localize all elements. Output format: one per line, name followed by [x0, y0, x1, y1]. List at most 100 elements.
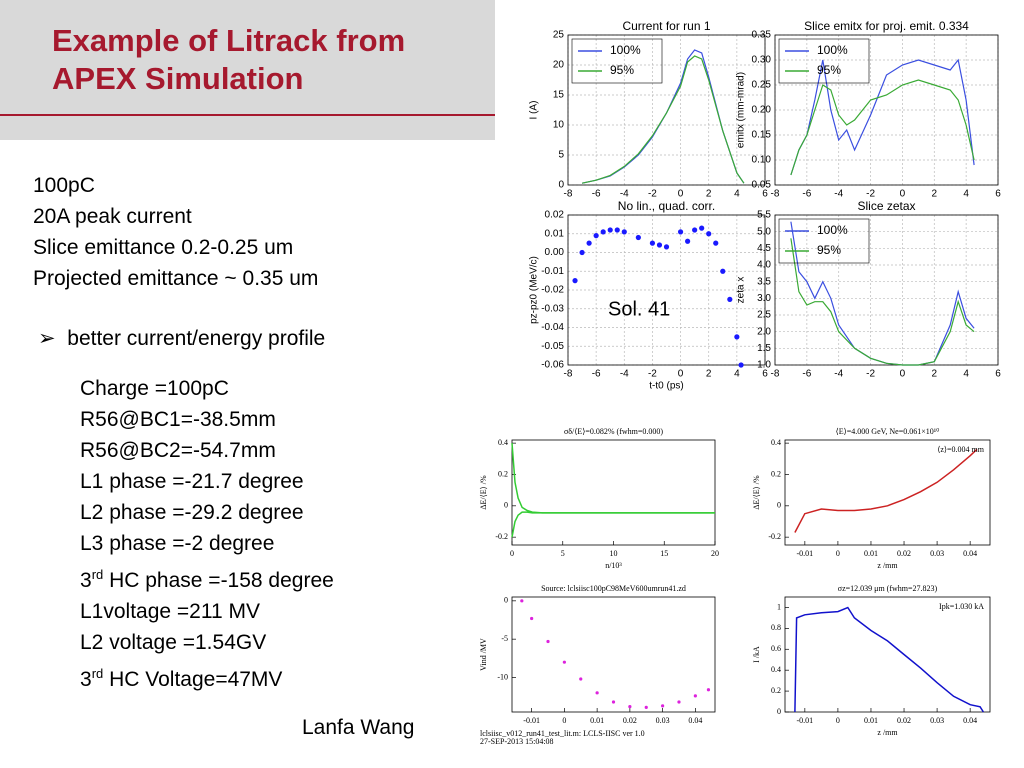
x-label: t-t0 (ps)	[649, 381, 683, 392]
y-tick-label: 15	[553, 90, 565, 101]
y-tick-label: 5	[558, 150, 564, 161]
y-tick-label: -0.01	[541, 266, 564, 277]
y-tick-label: 10	[553, 120, 565, 131]
y-label: pz-pz0 (MeV/c)	[529, 256, 540, 324]
point	[738, 362, 744, 368]
plot-frame	[774, 214, 999, 366]
point	[693, 694, 697, 698]
y-tick-label: 0.4	[498, 438, 508, 447]
y-label: zeta x	[736, 277, 747, 304]
bullet-text: better current/energy profile	[67, 327, 326, 350]
x-label: n/10³	[605, 561, 622, 570]
plot-footer: lclsiisc_v012_run41_test_lit.m: LCLS-IIS…	[480, 729, 645, 738]
y-tick-label: 4.0	[757, 260, 771, 271]
x-tick-label: 0.01	[864, 716, 878, 725]
y-tick-label: 0.4	[771, 438, 781, 447]
y-tick-label: 25	[553, 30, 565, 41]
y-tick-label: 0.2	[771, 469, 781, 478]
y-tick-label: 0.00	[545, 247, 565, 258]
point	[649, 240, 656, 246]
y-tick-label: 0.8	[771, 623, 781, 632]
x-tick-label: -4	[834, 189, 843, 200]
legend-box	[571, 38, 663, 84]
point	[685, 238, 691, 244]
x-tick-label: -8	[771, 369, 780, 380]
x-tick-label: 0.02	[623, 716, 637, 725]
x-tick-label: 0.04	[963, 716, 977, 725]
x-tick-label: 6	[762, 369, 768, 380]
point	[635, 234, 641, 241]
y-tick-label: 0.30	[752, 55, 772, 66]
y-tick-label: -0.04	[541, 322, 564, 333]
x-tick-label: 4	[963, 189, 969, 200]
point	[720, 268, 726, 274]
series-line	[790, 58, 975, 176]
y-tick-label: 0.01	[545, 228, 565, 239]
x-tick-label: 0	[678, 369, 684, 380]
y-tick-label: 1	[777, 602, 781, 611]
x-tick-label: -2	[866, 369, 875, 380]
x-tick-label: 2	[706, 369, 712, 380]
y-tick-label: 0	[777, 501, 781, 510]
point	[593, 233, 599, 239]
plot-title: σδ/⟨E⟩=0.082% (fwhm=0.000)	[564, 427, 663, 436]
y-tick-label: -0.06	[541, 360, 564, 371]
point	[644, 705, 648, 710]
y-tick-label: 0.35	[752, 30, 772, 41]
point	[579, 249, 585, 256]
param: L1 phase =-21.7 degree	[80, 466, 334, 497]
param: 3rd HC Voltage=47MV	[80, 658, 334, 695]
point	[628, 705, 632, 709]
x-tick-label: -0.01	[797, 716, 814, 725]
legend-label: 95%	[817, 63, 841, 77]
param-text: L3 phase =-2 degree	[80, 532, 275, 555]
y-tick-label: 0	[777, 707, 781, 716]
y-tick-label: 5.0	[757, 226, 771, 237]
y-tick-label: 1.0	[757, 360, 771, 371]
x-tick-label: 0.04	[963, 549, 977, 558]
x-tick-label: 0.02	[897, 549, 911, 558]
param-text: L2 voltage =1.54GV	[80, 631, 267, 654]
legend-box	[778, 38, 870, 84]
series-line	[511, 443, 715, 514]
y-label: ΔE/⟨E⟩ /%	[752, 475, 761, 510]
y-tick-label: -0.2	[768, 532, 781, 541]
line: Slice emittance 0.2-0.25 um	[33, 236, 294, 259]
x-tick-label: -6	[592, 189, 601, 200]
param: L1voltage =211 MV	[80, 596, 334, 627]
point	[520, 599, 524, 603]
series-line	[794, 606, 985, 713]
y-tick-label: 0.2	[771, 686, 781, 695]
y-tick-label: 0.15	[752, 130, 772, 141]
series-line	[581, 55, 745, 184]
title-line: Example of Litrack from	[52, 23, 406, 58]
param-pre: 3	[80, 668, 92, 691]
legend-label: 100%	[817, 43, 848, 57]
x-tick-label: 0	[836, 716, 840, 725]
point	[572, 278, 578, 284]
param-sup: rd	[91, 666, 104, 681]
y-tick-label: -5	[501, 634, 508, 643]
x-label: z /mm	[877, 561, 898, 570]
param: R56@BC1=-38.5mm	[80, 404, 334, 435]
point	[595, 691, 599, 695]
x-tick-label: -4	[834, 369, 843, 380]
plot-frame	[511, 596, 716, 713]
point	[562, 660, 566, 664]
y-tick-label: 0.02	[545, 210, 565, 221]
x-tick-label: -2	[648, 369, 657, 380]
param-pre: 3	[80, 569, 92, 592]
plot-footer: 27-SEP-2013 15:04:08	[480, 737, 554, 746]
y-tick-label: 3.5	[757, 276, 771, 287]
annotation: Ipk=1.030 kA	[939, 602, 984, 611]
x-tick-label: -2	[648, 189, 657, 200]
param: L2 voltage =1.54GV	[80, 627, 334, 658]
line: 100pC	[33, 174, 95, 197]
y-tick-label: 0	[558, 180, 564, 191]
y-tick-label: 0.2	[498, 469, 508, 478]
x-tick-label: 0.03	[930, 716, 944, 725]
param-post: HC Voltage=47MV	[103, 668, 283, 691]
x-tick-label: -2	[866, 189, 875, 200]
point	[656, 242, 663, 248]
